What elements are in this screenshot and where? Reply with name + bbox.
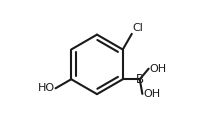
Text: OH: OH [143, 89, 160, 99]
Text: OH: OH [150, 64, 167, 74]
Text: Cl: Cl [132, 23, 143, 33]
Text: B: B [136, 73, 144, 86]
Text: HO: HO [38, 83, 55, 93]
